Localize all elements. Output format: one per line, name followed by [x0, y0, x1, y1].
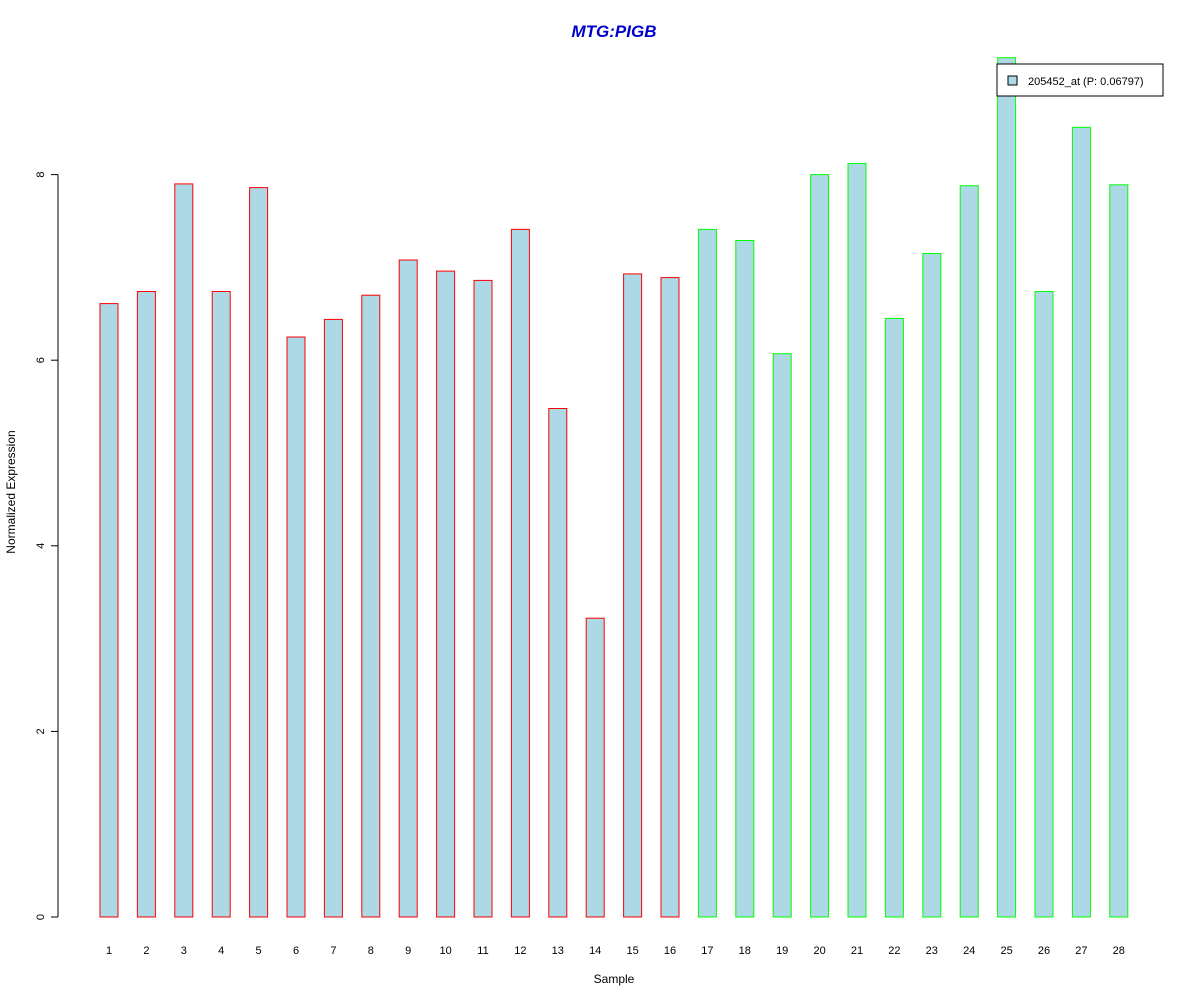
bar-sample-9: [398, 259, 418, 918]
x-tick-label: 9: [405, 945, 411, 957]
legend-swatch: [1007, 75, 1018, 86]
legend-box: [996, 63, 1164, 97]
x-tick-label: 22: [888, 945, 900, 957]
bar-sample-20: [810, 174, 830, 918]
bar-sample-12: [510, 228, 530, 918]
legend-label: 205452_at (P: 0.06797): [1028, 76, 1144, 88]
x-tick-label: 15: [626, 945, 638, 957]
x-tick-label: 27: [1075, 945, 1087, 957]
bar-sample-17: [697, 228, 717, 918]
legend: 205452_at (P: 0.06797): [996, 63, 1164, 97]
y-tick-label: 2: [35, 728, 47, 734]
chart-title: MTG:PIGB: [572, 22, 657, 41]
x-tick-label: 11: [477, 945, 488, 957]
bar-sample-27: [1071, 126, 1091, 918]
x-tick-label: 28: [1113, 945, 1125, 957]
bar-sample-14: [585, 617, 605, 918]
bar-sample-7: [323, 318, 343, 918]
x-tick-label: 25: [1000, 945, 1012, 957]
bar-sample-16: [660, 277, 680, 918]
bar-sample-18: [735, 240, 755, 918]
bar-sample-3: [174, 183, 194, 918]
x-tick-label: 16: [664, 945, 676, 957]
x-tick-label: 1: [106, 945, 112, 957]
x-tick-label: 13: [552, 945, 564, 957]
bar-sample-10: [436, 270, 456, 918]
bar-sample-26: [1034, 291, 1054, 918]
bars: [99, 57, 1129, 918]
x-tick-label: 18: [739, 945, 751, 957]
bar-sample-25: [997, 57, 1017, 918]
x-tick-label: 19: [776, 945, 788, 957]
y-axis: 0 2 4 6 8: [35, 172, 59, 920]
bar-sample-19: [772, 353, 792, 918]
bar-sample-8: [361, 294, 381, 918]
bar-sample-1: [99, 303, 119, 918]
x-tick-label: 5: [256, 945, 262, 957]
y-tick-label: 6: [35, 357, 47, 363]
x-tick-labels: 1 2 3 4 5 6 7 8 9 10 11 12 13 14 15 16 17 18 19 20 21 22 23 24 2…: [106, 945, 1125, 957]
y-tick-label: 4: [35, 543, 47, 549]
bar-sample-22: [884, 317, 904, 918]
x-tick-label: 23: [926, 945, 938, 957]
bar-sample-15: [623, 273, 643, 918]
x-tick-label: 20: [813, 945, 825, 957]
x-tick-label: 17: [701, 945, 713, 957]
x-tick-label: 10: [439, 945, 451, 957]
x-tick-label: 21: [851, 945, 863, 957]
x-tick-label: 12: [514, 945, 526, 957]
bar-sample-21: [847, 163, 867, 918]
x-axis-label: Sample: [594, 972, 635, 986]
bar-sample-13: [548, 408, 568, 918]
x-tick-label: 24: [963, 945, 975, 957]
bar-sample-28: [1109, 184, 1129, 918]
bar-sample-2: [136, 291, 156, 918]
bar-sample-24: [959, 185, 979, 918]
y-axis-label: Normalized Expression: [4, 430, 18, 553]
x-tick-label: 3: [181, 945, 187, 957]
x-tick-label: 26: [1038, 945, 1050, 957]
x-tick-label: 14: [589, 945, 601, 957]
bar-sample-5: [249, 187, 269, 918]
x-tick-label: 2: [143, 945, 149, 957]
y-tick-label: 0: [35, 914, 47, 920]
x-tick-label: 6: [293, 945, 299, 957]
bar-sample-23: [922, 253, 942, 918]
y-tick-label: 8: [35, 172, 47, 178]
x-tick-label: 4: [218, 945, 224, 957]
x-tick-label: 7: [330, 945, 336, 957]
bar-sample-11: [473, 279, 493, 918]
bar-sample-4: [211, 291, 231, 918]
x-tick-label: 8: [368, 945, 374, 957]
bar-sample-6: [286, 336, 306, 918]
